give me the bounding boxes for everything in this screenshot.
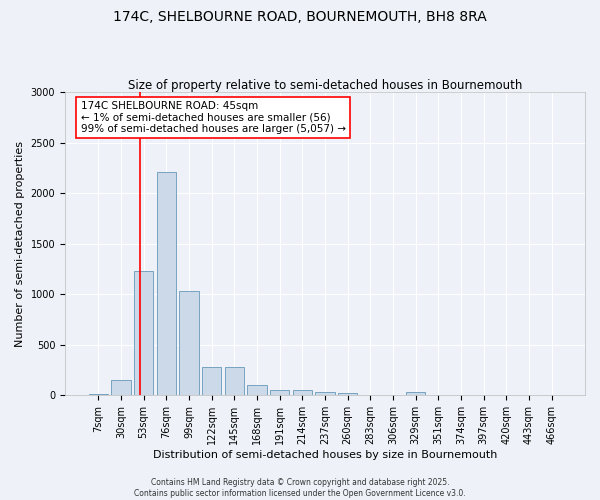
Bar bbox=[293, 390, 312, 396]
Bar bbox=[157, 172, 176, 396]
Title: Size of property relative to semi-detached houses in Bournemouth: Size of property relative to semi-detach… bbox=[128, 79, 522, 92]
Bar bbox=[338, 394, 358, 396]
Bar bbox=[270, 390, 289, 396]
Text: Contains HM Land Registry data © Crown copyright and database right 2025.
Contai: Contains HM Land Registry data © Crown c… bbox=[134, 478, 466, 498]
Text: 174C SHELBOURNE ROAD: 45sqm
← 1% of semi-detached houses are smaller (56)
99% of: 174C SHELBOURNE ROAD: 45sqm ← 1% of semi… bbox=[80, 101, 346, 134]
Bar bbox=[406, 392, 425, 396]
Bar bbox=[202, 367, 221, 396]
Bar bbox=[224, 367, 244, 396]
Bar bbox=[89, 394, 108, 396]
Bar bbox=[316, 392, 335, 396]
Bar bbox=[179, 291, 199, 396]
Y-axis label: Number of semi-detached properties: Number of semi-detached properties bbox=[15, 140, 25, 346]
Bar bbox=[112, 380, 131, 396]
X-axis label: Distribution of semi-detached houses by size in Bournemouth: Distribution of semi-detached houses by … bbox=[153, 450, 497, 460]
Bar bbox=[247, 385, 266, 396]
Bar bbox=[134, 271, 153, 396]
Text: 174C, SHELBOURNE ROAD, BOURNEMOUTH, BH8 8RA: 174C, SHELBOURNE ROAD, BOURNEMOUTH, BH8 … bbox=[113, 10, 487, 24]
